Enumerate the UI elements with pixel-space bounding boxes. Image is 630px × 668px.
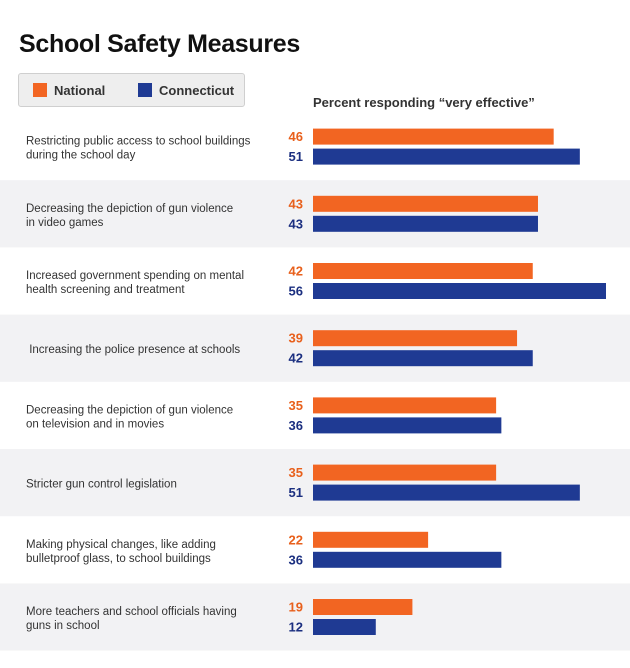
value-label-national: 19 — [289, 600, 303, 615]
category-label: Decreasing the depiction of gun violence — [26, 203, 233, 215]
bar-connecticut — [313, 283, 606, 299]
category-label: Increasing the police presence at school… — [26, 344, 240, 356]
bar-national — [313, 330, 518, 347]
legend-item-national: National — [33, 74, 105, 106]
bar-national — [313, 397, 497, 414]
bar-connecticut — [313, 215, 538, 232]
value-label-connecticut: 12 — [289, 620, 303, 635]
bar-national — [313, 195, 538, 212]
bar-national — [313, 263, 533, 279]
value-label-connecticut: 51 — [289, 149, 303, 164]
axis-caption: Percent responding “very effective” — [313, 95, 535, 110]
bar-national — [313, 128, 554, 145]
bar-connecticut — [313, 417, 502, 434]
category-label: Increased government spending on mental — [26, 270, 244, 282]
bar-connecticut — [313, 551, 502, 568]
chart-title: School Safety Measures — [19, 30, 301, 58]
value-label-national: 42 — [289, 264, 303, 279]
category-label: health screening and treatment — [26, 284, 185, 296]
category-label: Restricting public access to school buil… — [26, 136, 251, 148]
legend-swatch-connecticut — [138, 83, 152, 97]
value-label-connecticut: 36 — [289, 418, 303, 433]
value-label-connecticut: 42 — [289, 351, 303, 366]
category-label: Making physical changes, like adding — [26, 539, 216, 551]
bar-connecticut — [313, 148, 580, 165]
value-label-national: 35 — [289, 465, 303, 480]
value-label-national: 46 — [289, 129, 303, 144]
bar-connecticut — [313, 619, 376, 635]
category-label: Decreasing the depiction of gun violence — [26, 404, 233, 416]
row-band — [0, 449, 630, 517]
category-label: in video games — [26, 217, 104, 229]
bar-national — [313, 599, 413, 615]
row-band — [0, 180, 630, 248]
row-band — [0, 314, 630, 382]
value-label-connecticut: 43 — [289, 216, 303, 231]
bar-national — [313, 464, 497, 481]
row-band — [0, 583, 630, 651]
legend-label-national: National — [54, 82, 106, 98]
category-label: guns in school — [26, 620, 100, 632]
category-label: More teachers and school officials havin… — [26, 606, 237, 618]
value-label-national: 39 — [289, 331, 303, 346]
value-label-connecticut: 36 — [289, 552, 303, 567]
value-label-national: 43 — [289, 196, 303, 211]
category-label: bulletproof glass, to school buildings — [26, 553, 211, 565]
bar-national — [313, 531, 429, 548]
value-label-connecticut: 56 — [289, 284, 303, 299]
category-label: on television and in movies — [26, 418, 164, 430]
bar-connecticut — [313, 350, 533, 367]
legend-swatch-national — [33, 83, 47, 97]
value-label-national: 35 — [289, 398, 303, 413]
value-label-connecticut: 51 — [289, 485, 303, 500]
legend: National Connecticut — [18, 73, 245, 107]
category-label: Stricter gun control legislation — [26, 479, 177, 491]
value-label-national: 22 — [289, 532, 303, 547]
legend-label-connecticut: Connecticut — [159, 82, 235, 98]
legend-item-connecticut: Connecticut — [138, 74, 234, 106]
bar-connecticut — [313, 484, 580, 501]
category-label: during the school day — [26, 150, 136, 162]
